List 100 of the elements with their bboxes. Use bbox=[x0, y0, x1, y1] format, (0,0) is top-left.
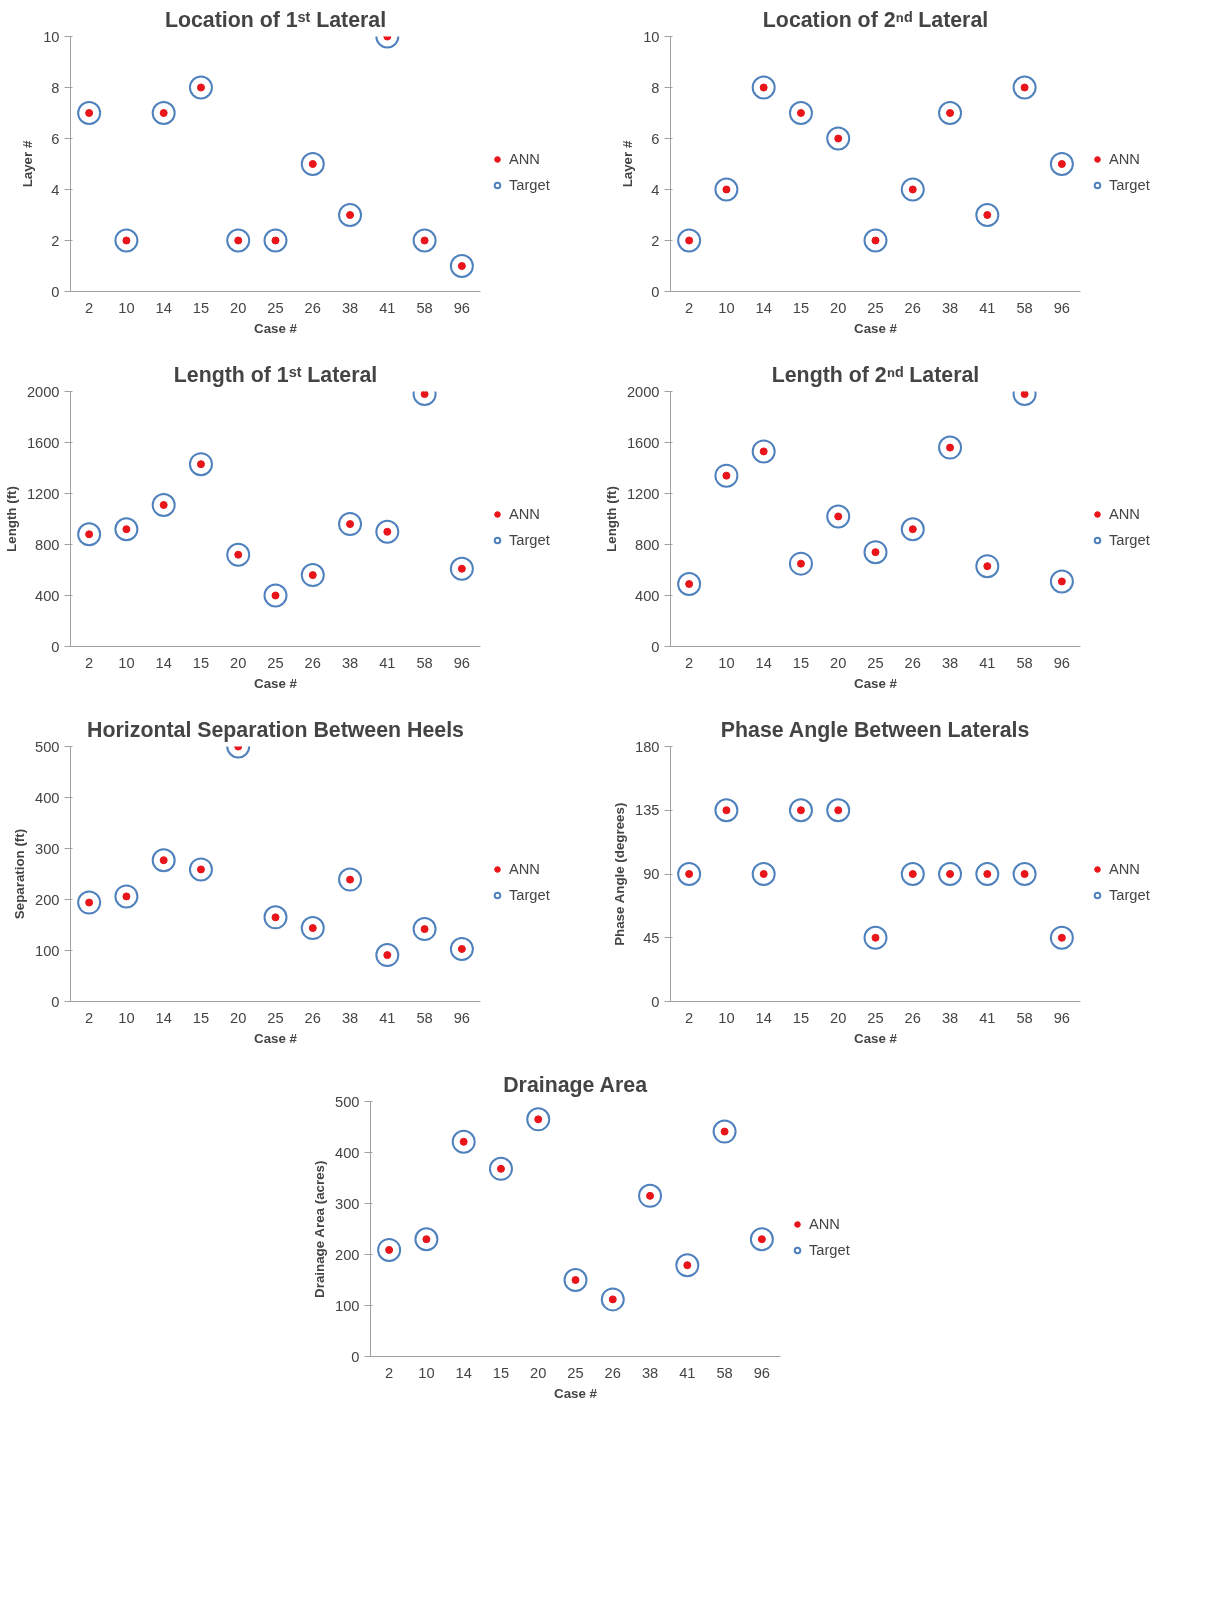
x-tick-label: 10 bbox=[718, 299, 735, 316]
point bbox=[188, 857, 213, 882]
x-tick-label: 41 bbox=[979, 1009, 996, 1026]
x-tick-label: 96 bbox=[753, 1364, 771, 1381]
x-tick-label: 2 bbox=[385, 1364, 394, 1381]
y-tick-label: 500 bbox=[35, 738, 60, 755]
point bbox=[714, 463, 739, 488]
x-tick-label: 20 bbox=[830, 299, 847, 316]
x-tick-label: 15 bbox=[792, 1009, 810, 1026]
legend-label: ANN bbox=[509, 151, 540, 167]
x-tick-label: 25 bbox=[267, 1009, 284, 1026]
point bbox=[300, 916, 325, 941]
point bbox=[600, 1287, 625, 1312]
x-tick-label: 2 bbox=[685, 1009, 694, 1026]
x-tick-label: 41 bbox=[979, 654, 996, 671]
x-tick-label: 10 bbox=[118, 654, 135, 671]
x-axis-title: Case # bbox=[254, 320, 298, 336]
x-tick-label: 41 bbox=[379, 1009, 396, 1026]
legend-label: Target bbox=[1109, 887, 1150, 903]
point bbox=[77, 101, 102, 125]
y-tick-label: 6 bbox=[51, 130, 60, 147]
y-tick-label: 1200 bbox=[626, 485, 660, 502]
point bbox=[188, 452, 213, 477]
x-tick-label: 25 bbox=[267, 654, 284, 671]
x-axis-title: Case # bbox=[854, 675, 898, 691]
point bbox=[826, 504, 851, 529]
legend-label: ANN bbox=[1109, 861, 1140, 877]
x-tick-label: 14 bbox=[155, 654, 172, 671]
x-tick-label: 58 bbox=[716, 1364, 733, 1381]
legend-label: Target bbox=[509, 177, 550, 193]
point bbox=[900, 177, 925, 202]
x-tick-label: 41 bbox=[379, 299, 396, 316]
legend-label: Target bbox=[1109, 177, 1150, 193]
y-tick-label: 45 bbox=[643, 929, 660, 946]
point bbox=[375, 943, 400, 968]
point bbox=[114, 228, 139, 253]
y-tick-label: 100 bbox=[35, 942, 60, 959]
point bbox=[863, 228, 888, 253]
x-tick-label: 20 bbox=[230, 1009, 247, 1026]
legend-label: ANN bbox=[509, 506, 540, 522]
y-tick-label: 0 bbox=[651, 993, 660, 1010]
point bbox=[788, 101, 813, 125]
x-tick-label: 2 bbox=[85, 1009, 94, 1026]
point bbox=[749, 1227, 774, 1252]
point bbox=[338, 203, 363, 227]
chart-title: Length of 2ⁿᵈ Lateral bbox=[771, 362, 980, 387]
y-tick-label: 4 bbox=[651, 181, 660, 198]
point bbox=[714, 177, 739, 202]
y-tick-label: 0 bbox=[651, 283, 660, 300]
legend-label: ANN bbox=[1109, 151, 1140, 167]
y-tick-label: 0 bbox=[51, 993, 60, 1010]
x-tick-label: 15 bbox=[192, 299, 210, 316]
x-tick-label: 58 bbox=[416, 654, 433, 671]
point bbox=[1012, 75, 1037, 100]
legend-label: ANN bbox=[1109, 506, 1140, 522]
x-tick-label: 58 bbox=[1016, 1009, 1033, 1026]
point bbox=[114, 517, 139, 542]
x-tick-label: 96 bbox=[1053, 1009, 1071, 1026]
point bbox=[375, 519, 400, 544]
point bbox=[77, 890, 102, 915]
point bbox=[675, 1253, 700, 1278]
y-tick-label: 300 bbox=[335, 1195, 360, 1212]
x-tick-label: 41 bbox=[979, 299, 996, 316]
point bbox=[338, 512, 363, 537]
point bbox=[714, 798, 739, 823]
x-axis-title: Case # bbox=[854, 1030, 898, 1046]
x-axis-title: Case # bbox=[254, 675, 298, 691]
point bbox=[1012, 862, 1037, 886]
y-tick-label: 180 bbox=[635, 738, 660, 755]
y-axis-title: Drainage Area (acres) bbox=[312, 1160, 328, 1298]
x-tick-label: 14 bbox=[755, 1009, 772, 1026]
x-tick-label: 14 bbox=[455, 1364, 472, 1381]
y-tick-label: 8 bbox=[651, 79, 660, 96]
x-tick-label: 38 bbox=[941, 654, 959, 671]
y-tick-label: 1200 bbox=[26, 485, 60, 502]
point bbox=[677, 862, 702, 886]
y-tick-label: 10 bbox=[643, 28, 660, 45]
legend-label: Target bbox=[809, 1242, 850, 1258]
y-tick-label: 800 bbox=[635, 536, 660, 553]
point bbox=[114, 884, 139, 909]
x-tick-label: 26 bbox=[904, 299, 921, 316]
x-tick-label: 25 bbox=[867, 1009, 884, 1026]
x-tick-label: 96 bbox=[1053, 654, 1071, 671]
x-tick-label: 38 bbox=[341, 1009, 359, 1026]
point bbox=[1049, 925, 1074, 950]
point bbox=[975, 554, 1000, 579]
x-tick-label: 41 bbox=[679, 1364, 696, 1381]
y-tick-label: 2 bbox=[51, 232, 60, 249]
point bbox=[449, 254, 474, 278]
y-tick-label: 400 bbox=[35, 587, 60, 604]
x-tick-label: 96 bbox=[1053, 299, 1071, 316]
x-tick-label: 38 bbox=[941, 299, 959, 316]
y-tick-label: 8 bbox=[51, 79, 60, 96]
x-tick-label: 41 bbox=[379, 654, 396, 671]
x-tick-label: 15 bbox=[792, 654, 810, 671]
x-tick-label: 25 bbox=[867, 299, 884, 316]
chart-title: Phase Angle Between Laterals bbox=[720, 717, 1030, 742]
legend-label: Target bbox=[509, 532, 550, 548]
chart-title: Location of 1ˢᵗ Lateral bbox=[164, 7, 387, 32]
point bbox=[263, 583, 288, 608]
